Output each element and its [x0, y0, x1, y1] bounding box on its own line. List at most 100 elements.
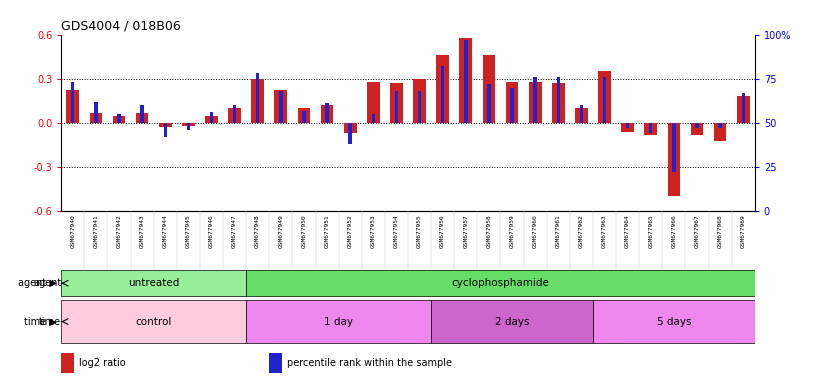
Bar	[205, 116, 218, 123]
Text: GSM677943: GSM677943	[140, 214, 144, 248]
Text: GSM677966: GSM677966	[672, 214, 676, 248]
Text: GSM677942: GSM677942	[117, 214, 122, 248]
Bar	[464, 40, 468, 123]
Bar	[413, 79, 426, 123]
Bar	[695, 123, 698, 128]
Bar	[94, 102, 98, 123]
Text: GSM677961: GSM677961	[556, 214, 561, 248]
Bar	[159, 123, 171, 127]
Text: log2 ratio: log2 ratio	[78, 358, 125, 368]
Bar	[326, 103, 329, 123]
Bar	[61, 353, 73, 373]
Bar	[742, 93, 745, 123]
Bar	[718, 123, 722, 128]
Text: GSM677959: GSM677959	[509, 214, 515, 248]
Bar	[90, 113, 102, 123]
Bar	[182, 123, 195, 126]
Bar	[321, 105, 334, 123]
Text: GSM677960: GSM677960	[533, 214, 538, 248]
Bar	[529, 82, 542, 123]
Bar	[506, 82, 518, 123]
Bar	[714, 123, 726, 141]
Bar	[626, 123, 629, 128]
Bar	[579, 105, 583, 123]
Bar	[135, 113, 149, 123]
Text: GSM677953: GSM677953	[370, 214, 376, 248]
Bar	[487, 84, 490, 123]
Text: untreated: untreated	[128, 278, 180, 288]
Bar	[598, 71, 611, 123]
Bar	[66, 91, 79, 123]
Bar	[621, 123, 634, 132]
Bar	[390, 83, 403, 123]
Bar	[61, 270, 246, 296]
Bar	[557, 77, 560, 123]
Bar	[256, 73, 259, 123]
Bar	[344, 123, 357, 133]
Text: 5 days: 5 days	[657, 316, 691, 327]
Bar	[482, 55, 495, 123]
Text: GSM677957: GSM677957	[463, 214, 468, 248]
Text: GSM677951: GSM677951	[325, 214, 330, 248]
Bar	[395, 91, 398, 123]
Text: 1 day: 1 day	[324, 316, 353, 327]
Bar	[649, 123, 653, 134]
Bar	[228, 108, 241, 123]
Text: GSM677964: GSM677964	[625, 214, 630, 248]
Bar	[737, 96, 750, 123]
Bar	[348, 123, 352, 144]
Text: GSM677967: GSM677967	[694, 214, 699, 248]
Text: GSM677940: GSM677940	[70, 214, 75, 248]
Text: GSM677944: GSM677944	[162, 214, 168, 248]
Bar	[269, 353, 282, 373]
Text: GDS4004 / 018B06: GDS4004 / 018B06	[61, 19, 181, 32]
Text: GSM677958: GSM677958	[486, 214, 491, 248]
Bar	[645, 123, 657, 135]
Bar	[441, 66, 445, 123]
Text: GSM677965: GSM677965	[648, 214, 654, 248]
Bar	[298, 108, 310, 123]
Text: GSM677949: GSM677949	[278, 214, 283, 248]
Bar	[510, 88, 514, 123]
Bar	[187, 123, 190, 130]
Text: GSM677952: GSM677952	[348, 214, 353, 248]
Bar	[418, 91, 421, 123]
Text: GSM677968: GSM677968	[717, 214, 723, 248]
Bar	[603, 77, 606, 123]
Bar	[534, 77, 537, 123]
Text: GSM677948: GSM677948	[255, 214, 260, 248]
Bar	[437, 55, 449, 123]
Text: GSM677941: GSM677941	[93, 214, 99, 248]
Text: percentile rank within the sample: percentile rank within the sample	[286, 358, 451, 368]
Bar	[279, 91, 282, 123]
Bar	[233, 105, 237, 123]
Text: time ▶: time ▶	[24, 316, 57, 327]
Bar	[371, 114, 375, 123]
Text: GSM677945: GSM677945	[186, 214, 191, 248]
Bar	[431, 300, 593, 343]
Text: time: time	[39, 316, 61, 327]
Text: GSM677954: GSM677954	[394, 214, 399, 248]
Bar	[140, 105, 144, 123]
Text: GSM677947: GSM677947	[232, 214, 237, 248]
Bar	[274, 91, 287, 123]
Text: 2 days: 2 days	[494, 316, 530, 327]
Text: GSM677962: GSM677962	[579, 214, 584, 248]
Bar	[210, 112, 213, 123]
Bar	[575, 108, 588, 123]
Bar	[118, 114, 121, 123]
Text: GSM677955: GSM677955	[417, 214, 422, 248]
Text: GSM677950: GSM677950	[301, 214, 307, 248]
Bar	[113, 116, 126, 123]
Bar	[552, 83, 565, 123]
Bar	[672, 123, 676, 172]
Bar	[61, 300, 246, 343]
Bar	[367, 82, 379, 123]
Text: control: control	[135, 316, 172, 327]
Bar	[246, 270, 755, 296]
Bar	[163, 123, 167, 137]
Bar	[459, 38, 472, 123]
Bar	[251, 79, 264, 123]
Bar	[690, 123, 703, 135]
Bar	[246, 300, 431, 343]
